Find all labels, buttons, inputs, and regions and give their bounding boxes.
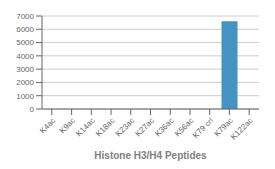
svg-text:1000: 1000 (16, 92, 34, 101)
svg-text:Histone H3/H4 Peptides: Histone H3/H4 Peptides (94, 150, 207, 161)
svg-text:K79 crl: K79 crl (191, 116, 215, 140)
svg-text:3000: 3000 (16, 65, 34, 74)
svg-text:2000: 2000 (16, 78, 34, 87)
svg-text:K27ac: K27ac (134, 116, 156, 138)
svg-text:K14ac: K14ac (74, 116, 96, 138)
svg-text:K36ac: K36ac (153, 116, 175, 138)
svg-text:6000: 6000 (16, 25, 34, 34)
svg-text:5000: 5000 (16, 38, 34, 47)
svg-text:K56ac: K56ac (173, 116, 196, 139)
svg-text:K9ac: K9ac (57, 116, 77, 136)
svg-text:K122ac: K122ac (229, 116, 255, 142)
svg-text:K18ac: K18ac (94, 116, 116, 138)
svg-text:K23ac: K23ac (114, 116, 136, 138)
svg-text:4000: 4000 (16, 52, 34, 61)
svg-text:0: 0 (30, 105, 35, 114)
svg-text:K4ac: K4ac (38, 116, 57, 135)
svg-text:7000: 7000 (16, 12, 34, 21)
svg-text:K79ac: K79ac (212, 116, 235, 139)
